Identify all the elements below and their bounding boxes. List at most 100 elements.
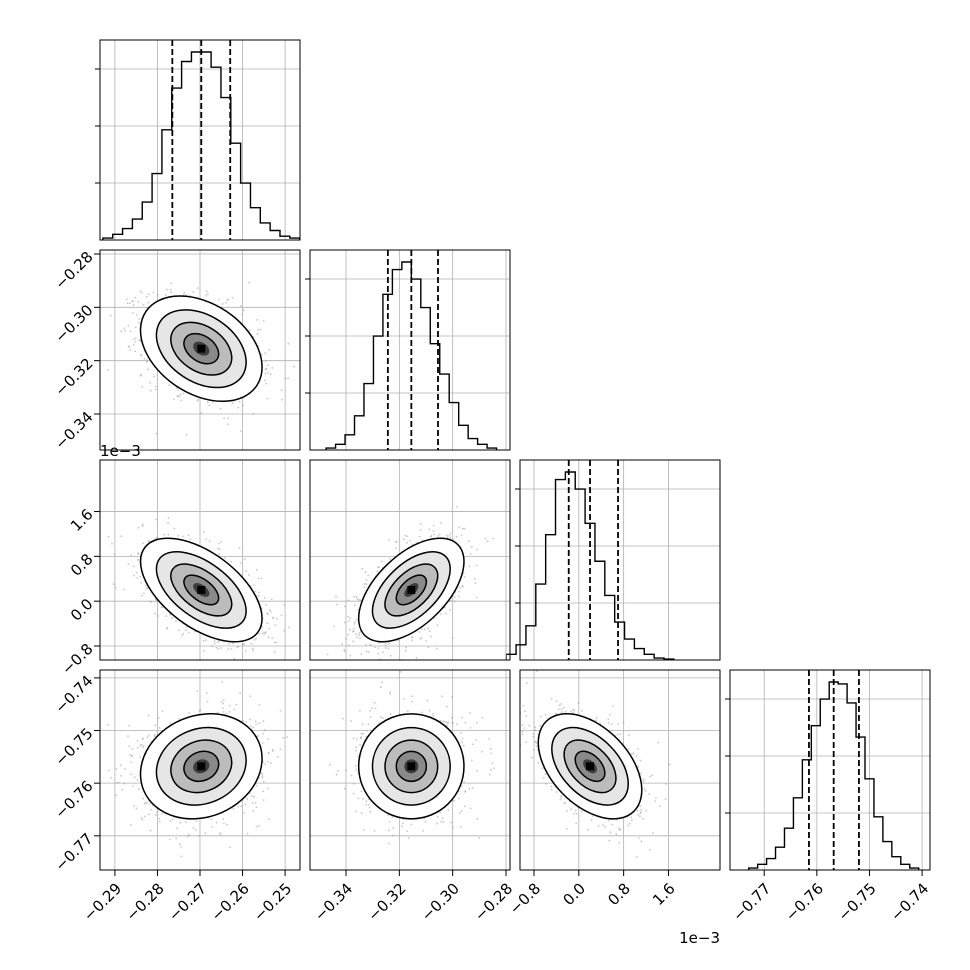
sample-point xyxy=(353,604,356,607)
sample-point xyxy=(126,302,129,305)
sample-point xyxy=(213,642,216,645)
sample-point xyxy=(377,647,380,649)
sample-point xyxy=(130,824,132,826)
sample-point xyxy=(189,538,192,541)
sample-point xyxy=(110,776,112,779)
sample-point xyxy=(233,658,236,660)
sample-point xyxy=(361,567,364,570)
histogram-panel-2 xyxy=(305,249,511,451)
sample-point xyxy=(353,623,356,625)
sample-point xyxy=(241,313,244,316)
sample-point xyxy=(252,809,255,812)
sample-point xyxy=(368,643,371,646)
sample-point xyxy=(349,654,352,657)
sample-point xyxy=(217,641,220,644)
sample-point xyxy=(347,633,349,636)
sample-point xyxy=(461,584,464,587)
sample-point xyxy=(470,546,473,549)
sample-point xyxy=(269,373,272,376)
sample-point xyxy=(263,729,266,731)
sample-point xyxy=(252,649,255,652)
sample-point xyxy=(355,633,357,636)
sample-point xyxy=(142,542,144,545)
sample-point xyxy=(429,535,432,538)
sample-point xyxy=(384,642,387,645)
sample-point xyxy=(280,614,283,617)
sample-point xyxy=(232,807,235,810)
sample-point xyxy=(182,535,184,538)
sample-point xyxy=(266,397,269,400)
sample-point xyxy=(358,632,361,634)
sample-point xyxy=(440,522,442,524)
density-peak xyxy=(407,585,416,594)
sample-point xyxy=(194,829,197,832)
sample-point xyxy=(111,542,113,545)
sample-point xyxy=(221,303,224,305)
sample-point xyxy=(155,814,157,816)
sample-point xyxy=(140,581,143,584)
sample-point xyxy=(153,375,156,378)
sample-point xyxy=(125,298,128,301)
sample-point xyxy=(137,558,139,561)
sample-point xyxy=(156,293,159,296)
sample-point xyxy=(420,637,423,639)
sample-point xyxy=(130,554,133,557)
sample-point xyxy=(438,533,441,536)
sample-point xyxy=(469,553,472,555)
sample-point xyxy=(180,399,183,402)
sample-point xyxy=(109,314,112,317)
sample-point xyxy=(270,598,273,601)
sample-point xyxy=(365,650,368,653)
sample-point xyxy=(355,595,358,598)
sample-point xyxy=(359,599,362,602)
sample-point xyxy=(251,647,254,650)
sample-point xyxy=(227,648,230,651)
sample-point xyxy=(225,301,227,304)
sample-point xyxy=(145,587,148,590)
sample-point xyxy=(463,527,466,530)
sample-point xyxy=(140,594,143,597)
sample-point xyxy=(449,537,452,539)
sample-point xyxy=(405,646,408,649)
sample-point xyxy=(253,639,256,641)
sample-point xyxy=(258,704,261,706)
sample-point xyxy=(226,823,228,826)
sample-point xyxy=(149,389,152,392)
sample-point xyxy=(245,570,248,572)
sample-point xyxy=(255,568,258,571)
sample-point xyxy=(347,599,350,602)
sample-point xyxy=(275,641,278,644)
sample-point xyxy=(354,621,356,623)
sample-point xyxy=(451,637,454,639)
sample-point xyxy=(419,529,422,532)
sample-point xyxy=(155,388,157,391)
sample-point xyxy=(326,653,329,656)
sample-point xyxy=(205,538,208,541)
sample-point xyxy=(453,596,456,598)
sample-point xyxy=(132,344,135,346)
sample-point xyxy=(239,562,242,564)
sample-point xyxy=(107,369,110,371)
sample-point xyxy=(365,643,367,646)
sample-point xyxy=(231,402,234,405)
sample-point xyxy=(183,291,186,294)
sample-point xyxy=(138,318,141,320)
sample-point xyxy=(283,604,286,606)
sample-point xyxy=(182,293,185,296)
sample-point xyxy=(403,538,405,541)
sample-point xyxy=(432,530,435,532)
sample-point xyxy=(181,634,184,637)
sample-point xyxy=(492,537,495,540)
sample-point xyxy=(367,651,370,653)
sample-point xyxy=(266,612,269,615)
sample-point xyxy=(129,302,131,305)
sample-point xyxy=(345,638,348,640)
sample-point xyxy=(115,794,117,797)
sample-point xyxy=(227,298,230,301)
sample-point xyxy=(406,535,409,538)
histogram-panel-1 xyxy=(95,39,301,241)
sample-point xyxy=(171,617,173,620)
sample-point xyxy=(150,601,153,603)
sample-point xyxy=(222,711,225,713)
